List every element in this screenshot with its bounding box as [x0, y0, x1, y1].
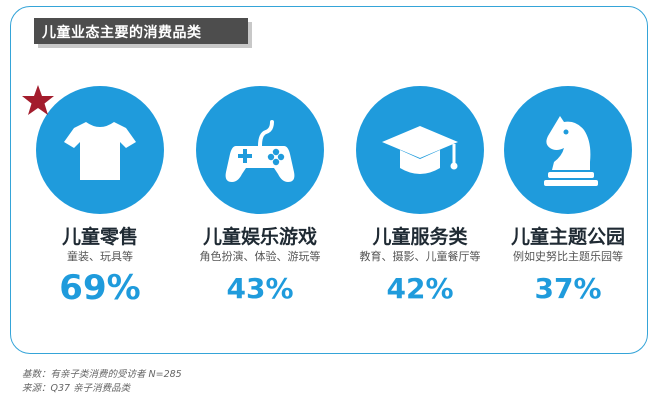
category-sub-entertainment: 角色扮演、体验、游玩等	[199, 250, 321, 263]
category-name-retail: 儿童零售	[61, 226, 138, 248]
category-sub-services: 教育、摄影、儿童餐厅等	[359, 250, 481, 263]
category-name-theme-park: 儿童主题公园	[510, 226, 625, 248]
category-circle-retail	[36, 86, 164, 214]
category-name-entertainment: 儿童娱乐游戏	[202, 226, 317, 248]
page-title: 儿童业态主要的消费品类	[42, 25, 202, 41]
graduation-cap-icon	[382, 126, 458, 174]
category-circle-entertainment	[196, 86, 324, 214]
star-icon	[22, 85, 54, 115]
content-panel	[10, 6, 648, 354]
category-pct-theme-park: 37%	[534, 272, 602, 305]
footnote-base: 基数：有亲子类消费的受访者 N=285	[22, 369, 182, 380]
title-bar: 儿童业态主要的消费品类	[34, 18, 248, 44]
gamepad-icon	[225, 120, 295, 182]
category-pct-retail: 69%	[59, 268, 141, 308]
category-pct-services: 42%	[386, 272, 454, 305]
category-sub-retail: 童装、玩具等	[67, 250, 133, 263]
category-sub-theme-park: 例如史努比主题乐园等	[513, 250, 623, 263]
category-circle-theme-park	[504, 86, 632, 214]
category-name-services: 儿童服务类	[372, 226, 468, 248]
category-pct-entertainment: 43%	[226, 272, 294, 305]
tshirt-icon	[64, 122, 136, 180]
footnote-source: 来源：Q37 亲子消费品类	[22, 383, 131, 394]
chess-knight-icon	[544, 116, 598, 186]
category-circle-services	[356, 86, 484, 214]
